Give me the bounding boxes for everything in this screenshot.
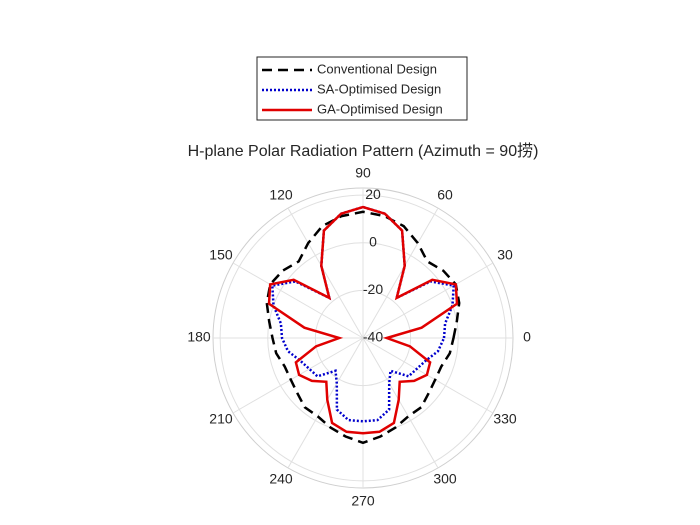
grid-spoke <box>362 262 494 339</box>
r-tick-label: 20 <box>365 186 381 202</box>
theta-tick-label: 60 <box>437 187 453 203</box>
theta-tick-label: 120 <box>269 187 293 203</box>
grid-spoke <box>287 207 364 339</box>
theta-tick-label: 330 <box>493 411 517 427</box>
chart-title: H-plane Polar Radiation Pattern (Azimuth… <box>188 142 539 160</box>
series-line <box>267 205 459 435</box>
theta-tick-label: 150 <box>209 247 233 263</box>
grid-spoke <box>287 337 364 469</box>
legend-label: SA-Optimised Design <box>317 81 441 96</box>
theta-tick-label: 270 <box>351 493 375 509</box>
legend-label: GA-Optimised Design <box>317 101 443 116</box>
theta-tick-label: 30 <box>497 247 513 263</box>
r-tick-label: -20 <box>363 281 383 297</box>
theta-tick-label: 90 <box>355 165 371 181</box>
theta-tick-label: 0 <box>523 329 531 345</box>
grid-spoke <box>362 337 439 469</box>
theta-tick-label: 240 <box>269 471 293 487</box>
r-tick-label: -40 <box>363 329 383 345</box>
grid-spoke <box>232 262 364 339</box>
grid-spoke <box>362 207 439 339</box>
theta-tick-label: 210 <box>209 411 233 427</box>
r-tick-label: 0 <box>369 233 377 249</box>
series-line <box>265 210 461 445</box>
legend-label: Conventional Design <box>317 61 437 76</box>
theta-tick-label: 180 <box>187 329 211 345</box>
theta-tick-label: 300 <box>433 471 457 487</box>
